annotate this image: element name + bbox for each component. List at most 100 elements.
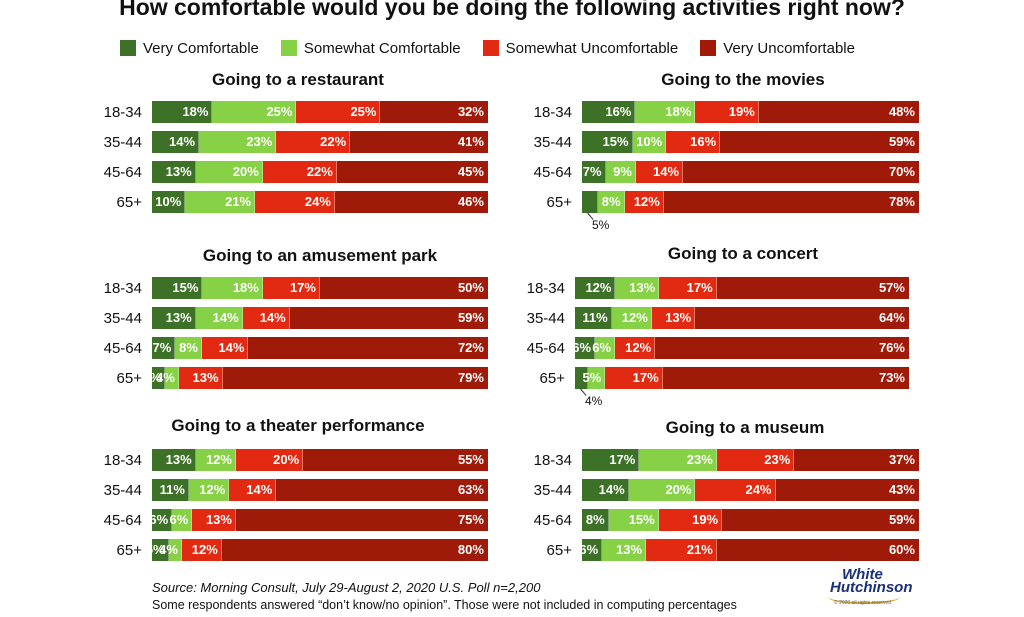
bar-segment-very-uncomfortable: 45%	[336, 161, 488, 183]
bar-segment-very-uncomfortable: 70%	[683, 161, 919, 183]
panel-title: Going to a concert	[667, 244, 819, 263]
data-label: 8%	[601, 194, 621, 209]
bar-segment-somewhat-comfortable: 12%	[188, 479, 230, 501]
bar-segment-very-uncomfortable: 59%	[289, 307, 488, 329]
bar-segment-somewhat-uncomfortable: 12%	[624, 191, 664, 213]
data-label: 11%	[582, 310, 608, 325]
data-label: 14%	[169, 134, 196, 149]
stacked-bar: 5% 17% 73%	[575, 367, 909, 389]
legend: Very Comfortable Somewhat Comfortable So…	[120, 38, 877, 58]
data-label: 13%	[205, 512, 232, 527]
stacked-bar: 6% 13% 21% 60%	[579, 539, 919, 561]
bar-segment-very-comfortable: 11%	[575, 307, 612, 329]
bar-segment-somewhat-comfortable: 20%	[195, 161, 263, 183]
stacked-bar: 13% 14% 14% 59%	[152, 307, 488, 329]
stacked-bar: 17% 23% 23% 37%	[582, 449, 919, 471]
data-label: 10%	[636, 134, 663, 149]
bar-segment-very-uncomfortable: 37%	[794, 449, 919, 471]
stacked-bar: 13% 20% 22% 45%	[152, 161, 488, 183]
data-label: 20%	[232, 164, 259, 179]
bar-segment-somewhat-comfortable: 23%	[639, 449, 717, 471]
age-group-label: 18-34	[103, 104, 142, 121]
panel-title: Going to a restaurant	[212, 70, 384, 89]
data-label: 12%	[621, 310, 648, 325]
bar-segment-very-uncomfortable: 59%	[720, 131, 919, 153]
stacked-bar: 10% 21% 24% 46%	[152, 191, 488, 213]
bar-segment-very-uncomfortable: 80%	[221, 539, 488, 561]
age-group-label: 18-34	[533, 452, 572, 469]
bar-segment-very-uncomfortable: 60%	[716, 539, 919, 561]
footnote: Some respondents answered “don’t know/no…	[152, 598, 737, 612]
data-label: 13%	[165, 310, 192, 325]
data-label: 24%	[745, 482, 772, 497]
bar-segment-very-uncomfortable: 32%	[380, 101, 488, 123]
data-label: 14%	[212, 310, 239, 325]
data-label: 12%	[199, 482, 226, 497]
data-label: 6%	[169, 512, 189, 527]
bar-segment-very-comfortable: 7%	[582, 161, 606, 183]
stacked-bar: 15% 18% 17% 50%	[152, 277, 488, 299]
data-label: 18%	[232, 280, 259, 295]
stacked-bar: 7% 8% 14% 72%	[152, 337, 488, 359]
age-group-label: 35-44	[533, 482, 572, 499]
bar-segment-somewhat-comfortable: 10%	[632, 131, 667, 153]
data-label: 43%	[888, 482, 915, 497]
bar-segment-somewhat-uncomfortable: 22%	[262, 161, 337, 183]
data-label: 14%	[259, 310, 286, 325]
stacked-bar: 11% 12% 13% 64%	[575, 307, 909, 329]
data-label: 25%	[266, 104, 293, 119]
bar-segment-very-comfortable: 6%	[149, 509, 173, 531]
data-label: 41%	[457, 134, 484, 149]
age-group-label: 65+	[116, 542, 142, 559]
stacked-bar: 16% 18% 19% 48%	[582, 101, 919, 123]
bar-segment-somewhat-uncomfortable: 13%	[192, 509, 236, 531]
bar-segment-very-comfortable: 6%	[572, 337, 596, 359]
callout-label: 5%	[592, 218, 610, 232]
bar-segment-somewhat-uncomfortable: 21%	[646, 539, 717, 561]
data-label: 12%	[585, 280, 612, 295]
data-label: 8%	[585, 512, 605, 527]
bar-segment-somewhat-uncomfortable: 19%	[658, 509, 723, 531]
bar-segment-somewhat-comfortable: 5%	[583, 367, 606, 389]
data-label: 78%	[888, 194, 915, 209]
data-label: 46%	[457, 194, 484, 209]
data-label: 19%	[692, 512, 719, 527]
stacked-bar: 5% 4% 12% 80%	[146, 539, 488, 561]
age-group-label: 65+	[546, 194, 572, 211]
panel-title: Going to the movies	[661, 70, 825, 89]
legend-swatch	[700, 40, 717, 56]
data-label: 14%	[246, 482, 273, 497]
data-label: 5%	[145, 542, 165, 557]
bar-segment-somewhat-comfortable: 13%	[602, 539, 647, 561]
bar-segment-very-uncomfortable: 75%	[235, 509, 488, 531]
bar-segment-very-uncomfortable: 63%	[276, 479, 488, 501]
panel-title: Going to a theater performance	[171, 416, 425, 435]
stacked-bar: 6% 6% 13% 75%	[149, 509, 488, 531]
data-label: 20%	[665, 482, 692, 497]
data-label: 8%	[179, 340, 198, 355]
data-label: 22%	[306, 164, 333, 179]
legend-swatch	[280, 40, 297, 56]
age-group-label: 45-64	[103, 340, 142, 357]
data-label: 7%	[582, 164, 602, 179]
data-label: 12%	[191, 542, 218, 557]
data-label: 79%	[457, 370, 484, 385]
stacked-bar: 8% 15% 19% 59%	[582, 509, 919, 531]
data-label: 6%	[579, 542, 599, 557]
data-label: 23%	[686, 452, 713, 467]
data-label: 37%	[888, 452, 915, 467]
white-hutchinson-logo: White Hutchinson © 2020 all rights reser…	[826, 567, 913, 608]
bar-segment-somewhat-uncomfortable: 20%	[235, 449, 304, 471]
bar-segment-somewhat-comfortable: 4%	[156, 367, 179, 389]
data-label: 17%	[632, 370, 659, 385]
bar-segment-somewhat-comfortable: 23%	[199, 131, 277, 153]
stacked-bar: 12% 13% 17% 57%	[575, 277, 909, 299]
age-group-label: 18-34	[103, 452, 142, 469]
bar-segment-somewhat-comfortable: 21%	[185, 191, 256, 213]
data-label: 22%	[320, 134, 347, 149]
age-group-label: 65+	[116, 194, 142, 211]
bar-segment-very-uncomfortable: 41%	[350, 131, 488, 153]
data-label: 59%	[888, 134, 915, 149]
bar-segment-very-comfortable: 16%	[582, 101, 636, 123]
bar-segment-very-comfortable: 12%	[575, 277, 616, 299]
